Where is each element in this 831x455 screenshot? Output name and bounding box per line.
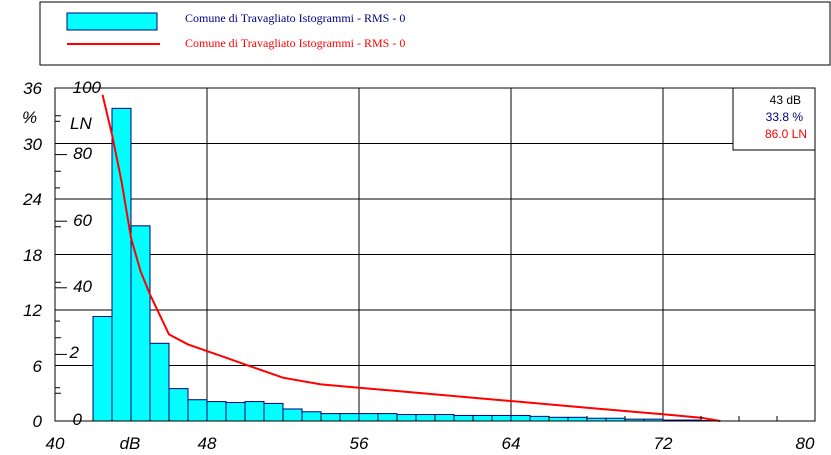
histogram-bar (225, 402, 246, 422)
histogram-bar (111, 107, 132, 422)
readout-percent: 33.8 % (766, 110, 804, 124)
histogram-bar (453, 414, 474, 422)
legend: Comune di Travagliato Istogrammi - RMS -… (39, 1, 831, 66)
ln-tick-label-60: 60 (73, 211, 92, 230)
legend-label-line: Comune di Travagliato Istogrammi - RMS -… (185, 36, 405, 50)
y-tick-label-24: 24 (22, 190, 42, 209)
histogram-bar (206, 401, 227, 422)
readout-db: 43 dB (770, 93, 801, 107)
histogram-bar (149, 342, 170, 422)
ln-tick-label-2: 2 (69, 343, 80, 362)
x-tick-label-48: 48 (198, 434, 217, 453)
ln-tick-label-100: 100 (73, 78, 102, 97)
histogram-bar (130, 225, 151, 422)
readout-ln: 86.0 LN (765, 127, 807, 141)
histogram-bar (282, 408, 303, 422)
x-tick-label-80: 80 (796, 434, 815, 453)
grid (55, 88, 815, 421)
histogram-bar (491, 414, 512, 422)
histogram-bar (472, 414, 493, 422)
axis-ticks (55, 87, 778, 422)
histogram-bar (434, 414, 455, 422)
y-tick-labels: 0 6 12 18 24 30 36 (22, 79, 42, 431)
y-tick-label-12: 12 (23, 301, 42, 320)
histogram-bar (244, 401, 265, 422)
readout-box: 43 dB 33.8 % 86.0 LN (732, 87, 816, 151)
readout-frame (732, 87, 816, 151)
x-tick-labels: 40 48 56 64 72 80 (46, 434, 815, 453)
ln-tick-label-80: 80 (73, 144, 92, 163)
legend-label-bars: Comune di Travagliato Istogrammi - RMS -… (185, 11, 405, 25)
ln-tick-label-0: 0 (73, 410, 83, 429)
histogram-bar (396, 414, 417, 422)
y-tick-label-6: 6 (33, 357, 43, 376)
legend-bar-symbol (66, 12, 158, 31)
histogram-bar (548, 416, 569, 422)
ln-tick-label-40: 40 (73, 277, 92, 296)
histogram-bars (92, 107, 721, 422)
y-tick-label-0: 0 (33, 412, 43, 431)
y-axis-unit-percent: % (22, 108, 37, 127)
histogram-bar (301, 411, 322, 422)
x-tick-label-72: 72 (654, 434, 673, 453)
histogram-bar (529, 415, 550, 422)
ln-curve-line (101, 94, 721, 422)
histogram-bar (168, 388, 189, 422)
histogram-bar (415, 414, 436, 422)
histogram-bar (510, 414, 531, 422)
histogram-bar (263, 402, 284, 422)
histogram-bar (320, 413, 341, 422)
histogram-bar (92, 315, 113, 422)
ln-tick-labels: 0 2 40 60 80 100 (69, 78, 102, 429)
x-tick-label-56: 56 (350, 434, 369, 453)
y-axis-unit-ln: LN (70, 114, 92, 133)
y-tick-label-18: 18 (23, 246, 42, 265)
y-tick-label-36: 36 (23, 79, 42, 98)
x-tick-label-40: 40 (46, 434, 65, 453)
histogram-bar (358, 413, 379, 422)
x-tick-label-64: 64 (502, 434, 521, 453)
legend-box (39, 1, 831, 66)
histogram-bar (187, 399, 208, 422)
histogram-bar (377, 413, 398, 422)
histogram-bar (339, 413, 360, 422)
cumulative-ln-curve (101, 94, 721, 422)
histogram-bar (567, 416, 588, 422)
x-axis-unit-db: dB (120, 434, 141, 453)
y-tick-label-30: 30 (23, 135, 42, 154)
